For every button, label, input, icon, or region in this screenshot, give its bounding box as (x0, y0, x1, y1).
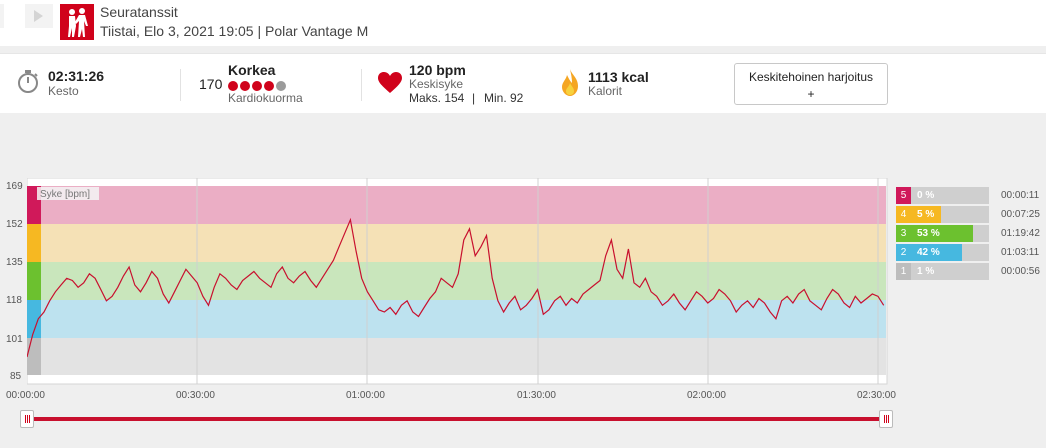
x-tick-label: 00:30:00 (176, 390, 215, 401)
max-hr-value: Maks. 154 (409, 91, 465, 105)
zone-bar-bg (911, 263, 989, 280)
grip-line (888, 415, 889, 423)
y-tick-label: 135 (6, 257, 23, 268)
series-label: Syke [bpm] (40, 189, 90, 200)
training-load-value: Korkea (228, 62, 276, 78)
dancing-couple-icon (60, 4, 94, 40)
duration-value: 02:31:26 (48, 68, 105, 84)
hr-separator: | (472, 91, 476, 105)
zone-percent: 42 % (911, 244, 962, 261)
zone4-strip (27, 224, 41, 262)
training-benefit-button[interactable]: Keskitehoinen harjoitus + (734, 63, 888, 105)
stopwatch-icon (18, 70, 38, 93)
zone1-strip (27, 338, 41, 375)
zone5-time: 00:00:11 (1001, 190, 1040, 201)
load-dot-empty (276, 81, 286, 91)
x-tick-label: 02:00:00 (687, 390, 726, 401)
load-dot-filled (264, 81, 274, 91)
zone3-strip (27, 262, 41, 300)
zone4-summary: 4 5 % (896, 206, 996, 223)
range-start-handle[interactable] (20, 410, 34, 428)
zone-number: 5 (896, 187, 911, 204)
load-dot-filled (228, 81, 238, 91)
flame-icon (562, 69, 578, 96)
zone-percent: 1 % (917, 266, 935, 277)
series-label-bg (37, 187, 99, 200)
training-benefit-label: Keskitehoinen harjoitus (748, 69, 874, 84)
divider (180, 69, 181, 101)
avg-hr-label: Keskisyke (409, 77, 464, 91)
avg-hr-value: 120 bpm (409, 62, 466, 78)
previous-activity-button[interactable] (0, 4, 4, 28)
training-load-label: Kardiokuorma (228, 91, 303, 105)
heart-rate-line (27, 217, 885, 358)
range-end-handle[interactable] (879, 410, 893, 428)
zone1-time: 00:00:56 (1001, 266, 1040, 277)
sport-title: Seuratanssit (100, 4, 178, 20)
zone-number: 3 (896, 225, 911, 242)
x-tick-label: 01:30:00 (517, 390, 556, 401)
divider (361, 69, 362, 101)
load-dot-filled (240, 81, 250, 91)
x-tick-label: 02:30:00 (857, 390, 896, 401)
y-tick-label: 169 (6, 181, 23, 192)
min-hr-value: Min. 92 (484, 91, 524, 105)
calories-value: 1113 kcal (588, 69, 649, 85)
zone-number: 1 (896, 263, 911, 280)
zone5-band (41, 186, 886, 224)
grip-line (886, 415, 887, 423)
training-load-score: 170 (199, 76, 223, 92)
heart-rate-plot: Syke [bpm] (27, 178, 888, 385)
zone-percent: 5 % (911, 206, 941, 223)
x-tick-label: 01:00:00 (346, 390, 385, 401)
zone-percent: 53 % (911, 225, 973, 242)
zone1-band (41, 338, 886, 375)
heart-icon (378, 72, 402, 93)
zone2-summary: 2 42 % (896, 244, 996, 261)
y-tick-label: 101 (6, 334, 23, 345)
zone3-band (41, 262, 886, 300)
chevron-right-icon (34, 10, 43, 22)
zone2-time: 01:03:11 (1001, 247, 1040, 258)
zone2-band (41, 300, 886, 338)
load-dot-filled (252, 81, 262, 91)
y-tick-label: 118 (6, 295, 22, 306)
grip-line (29, 415, 30, 423)
activity-subtitle: Tiistai, Elo 3, 2021 19:05 | Polar Vanta… (100, 23, 369, 39)
zone-number: 2 (896, 244, 911, 261)
add-icon: + (807, 86, 815, 101)
training-load-dots (228, 78, 288, 91)
grip-line (884, 415, 885, 423)
zone5-summary: 5 0 % (896, 187, 996, 204)
zone-bar-bg (911, 187, 989, 204)
y-tick-label: 152 (6, 219, 23, 230)
x-tick-label: 00:00:00 (6, 390, 45, 401)
zone-number: 4 (896, 206, 911, 223)
zone3-summary: 3 53 % (896, 225, 996, 242)
next-activity-button[interactable] (25, 4, 53, 28)
zone3-time: 01:19:42 (1001, 228, 1040, 239)
y-tick-label: 85 (10, 371, 22, 382)
duration-label: Kesto (48, 84, 79, 98)
zone-percent: 0 % (917, 190, 935, 201)
summary-stats-bar: 02:31:26 Kesto 170 Korkea Kardiokuorma 1… (0, 53, 1046, 113)
grip-line (25, 415, 26, 423)
heart-rate-chart: 169 152 135 118 101 85 Syke [bpm] 00:00:… (0, 176, 1046, 448)
time-range-slider[interactable] (26, 417, 888, 421)
activity-header: Seuratanssit Tiistai, Elo 3, 2021 19:05 … (0, 0, 1046, 46)
zone4-time: 00:07:25 (1001, 209, 1040, 220)
grip-line (27, 415, 28, 423)
zone1-summary: 1 1 % (896, 263, 996, 280)
calories-label: Kalorit (588, 84, 623, 98)
zone2-strip (27, 300, 41, 338)
